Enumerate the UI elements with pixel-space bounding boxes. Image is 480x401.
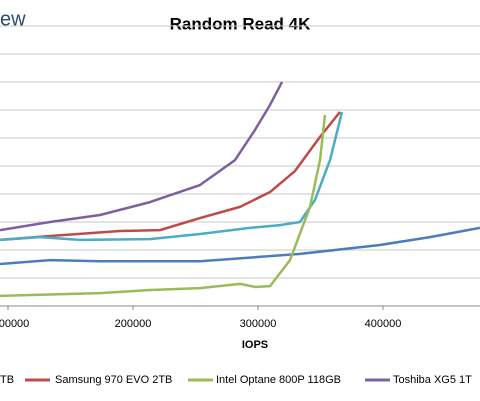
series-line [0,111,344,242]
x-tick-label: 400000 [365,318,402,330]
legend-label: TB [0,374,14,386]
legend-label: Samsung 970 EVO 2TB [55,374,172,386]
watermark: ew [0,8,26,30]
legend-label: Toshiba XG5 1T [393,374,472,386]
chart-title: Random Read 4K [170,14,311,33]
x-tick-label: 00000 [0,318,29,330]
legend-label: Intel Optane 800P 118GB [216,374,341,386]
series-line [0,114,327,298]
series-line [0,226,480,266]
x-tick-label: 200000 [115,318,152,330]
x-tick-label: 300000 [240,318,277,330]
series-line [0,111,341,242]
series-line [0,81,284,232]
x-axis-label: IOPS [242,339,268,351]
